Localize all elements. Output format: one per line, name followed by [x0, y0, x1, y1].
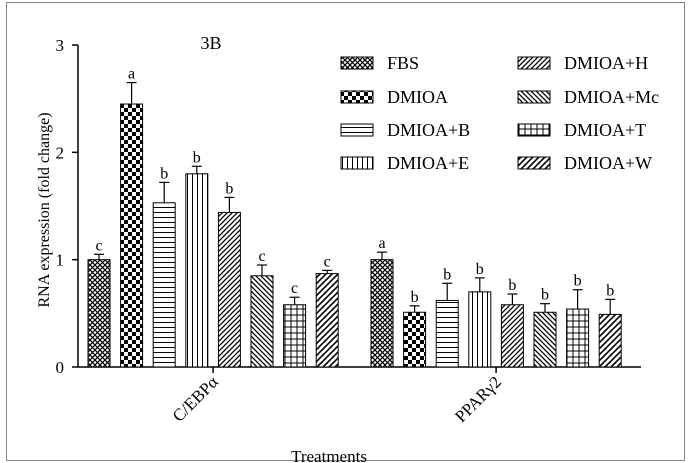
significance-letter: a — [378, 235, 385, 252]
bar — [435, 299, 459, 368]
legend-swatch — [340, 56, 374, 70]
bar — [533, 311, 557, 368]
x-tick-label: C/EBPα — [169, 372, 222, 425]
bar — [566, 308, 590, 368]
y-tick-label: 3 — [56, 36, 65, 55]
legend-label: DMIOA — [387, 87, 448, 107]
significance-letter: c — [291, 280, 298, 297]
legend-swatch — [340, 156, 374, 170]
significance-letter: b — [193, 149, 201, 166]
significance-letter: b — [476, 261, 484, 278]
significance-letter: b — [443, 266, 451, 283]
bar — [185, 173, 209, 368]
significance-letter: b — [411, 289, 419, 306]
bar — [152, 202, 176, 368]
y-tick-label: 0 — [56, 358, 65, 377]
bar — [500, 304, 524, 368]
bar — [598, 313, 622, 368]
significance-letter: b — [574, 273, 582, 290]
significance-letter: c — [95, 237, 102, 254]
significance-letter: b — [160, 165, 168, 182]
significance-letter: b — [541, 287, 549, 304]
legend-label: DMIOA+W — [564, 153, 652, 173]
chart-frame — [6, 2, 685, 461]
bar — [370, 259, 394, 368]
significance-letter: c — [258, 248, 265, 265]
chart-title: 3B — [200, 33, 221, 53]
legend-swatch — [517, 156, 551, 170]
significance-letter: c — [324, 253, 331, 270]
legend-swatch — [517, 56, 551, 70]
y-tick-label: 1 — [56, 251, 65, 270]
significance-letter: b — [508, 277, 516, 294]
y-axis-label: RNA expression (fold change) — [36, 112, 53, 307]
x-axis-label: Treatments — [291, 447, 367, 463]
x-tick-label: PPARγ2 — [451, 372, 505, 426]
legend-label: DMIOA+E — [387, 153, 469, 173]
legend-label: FBS — [387, 53, 419, 73]
bar — [250, 275, 274, 368]
significance-letter: b — [225, 180, 233, 197]
y-tick-label: 2 — [56, 143, 65, 162]
bar — [468, 291, 492, 368]
legend-swatch — [517, 90, 551, 104]
bar — [283, 304, 307, 368]
bar — [217, 211, 241, 368]
legend-label: DMIOA+H — [564, 53, 648, 73]
significance-letter: a — [128, 66, 135, 83]
legend-swatch — [340, 123, 374, 137]
bar — [403, 311, 427, 368]
legend-label: DMIOA+Mc — [564, 87, 659, 107]
legend-swatch — [340, 90, 374, 104]
legend-swatch — [517, 123, 551, 137]
significance-letter: b — [606, 282, 614, 299]
bar — [120, 103, 144, 368]
legend-label: DMIOA+T — [564, 120, 646, 140]
legend-label: DMIOA+B — [387, 120, 470, 140]
bar — [315, 273, 339, 368]
bar — [87, 259, 111, 368]
